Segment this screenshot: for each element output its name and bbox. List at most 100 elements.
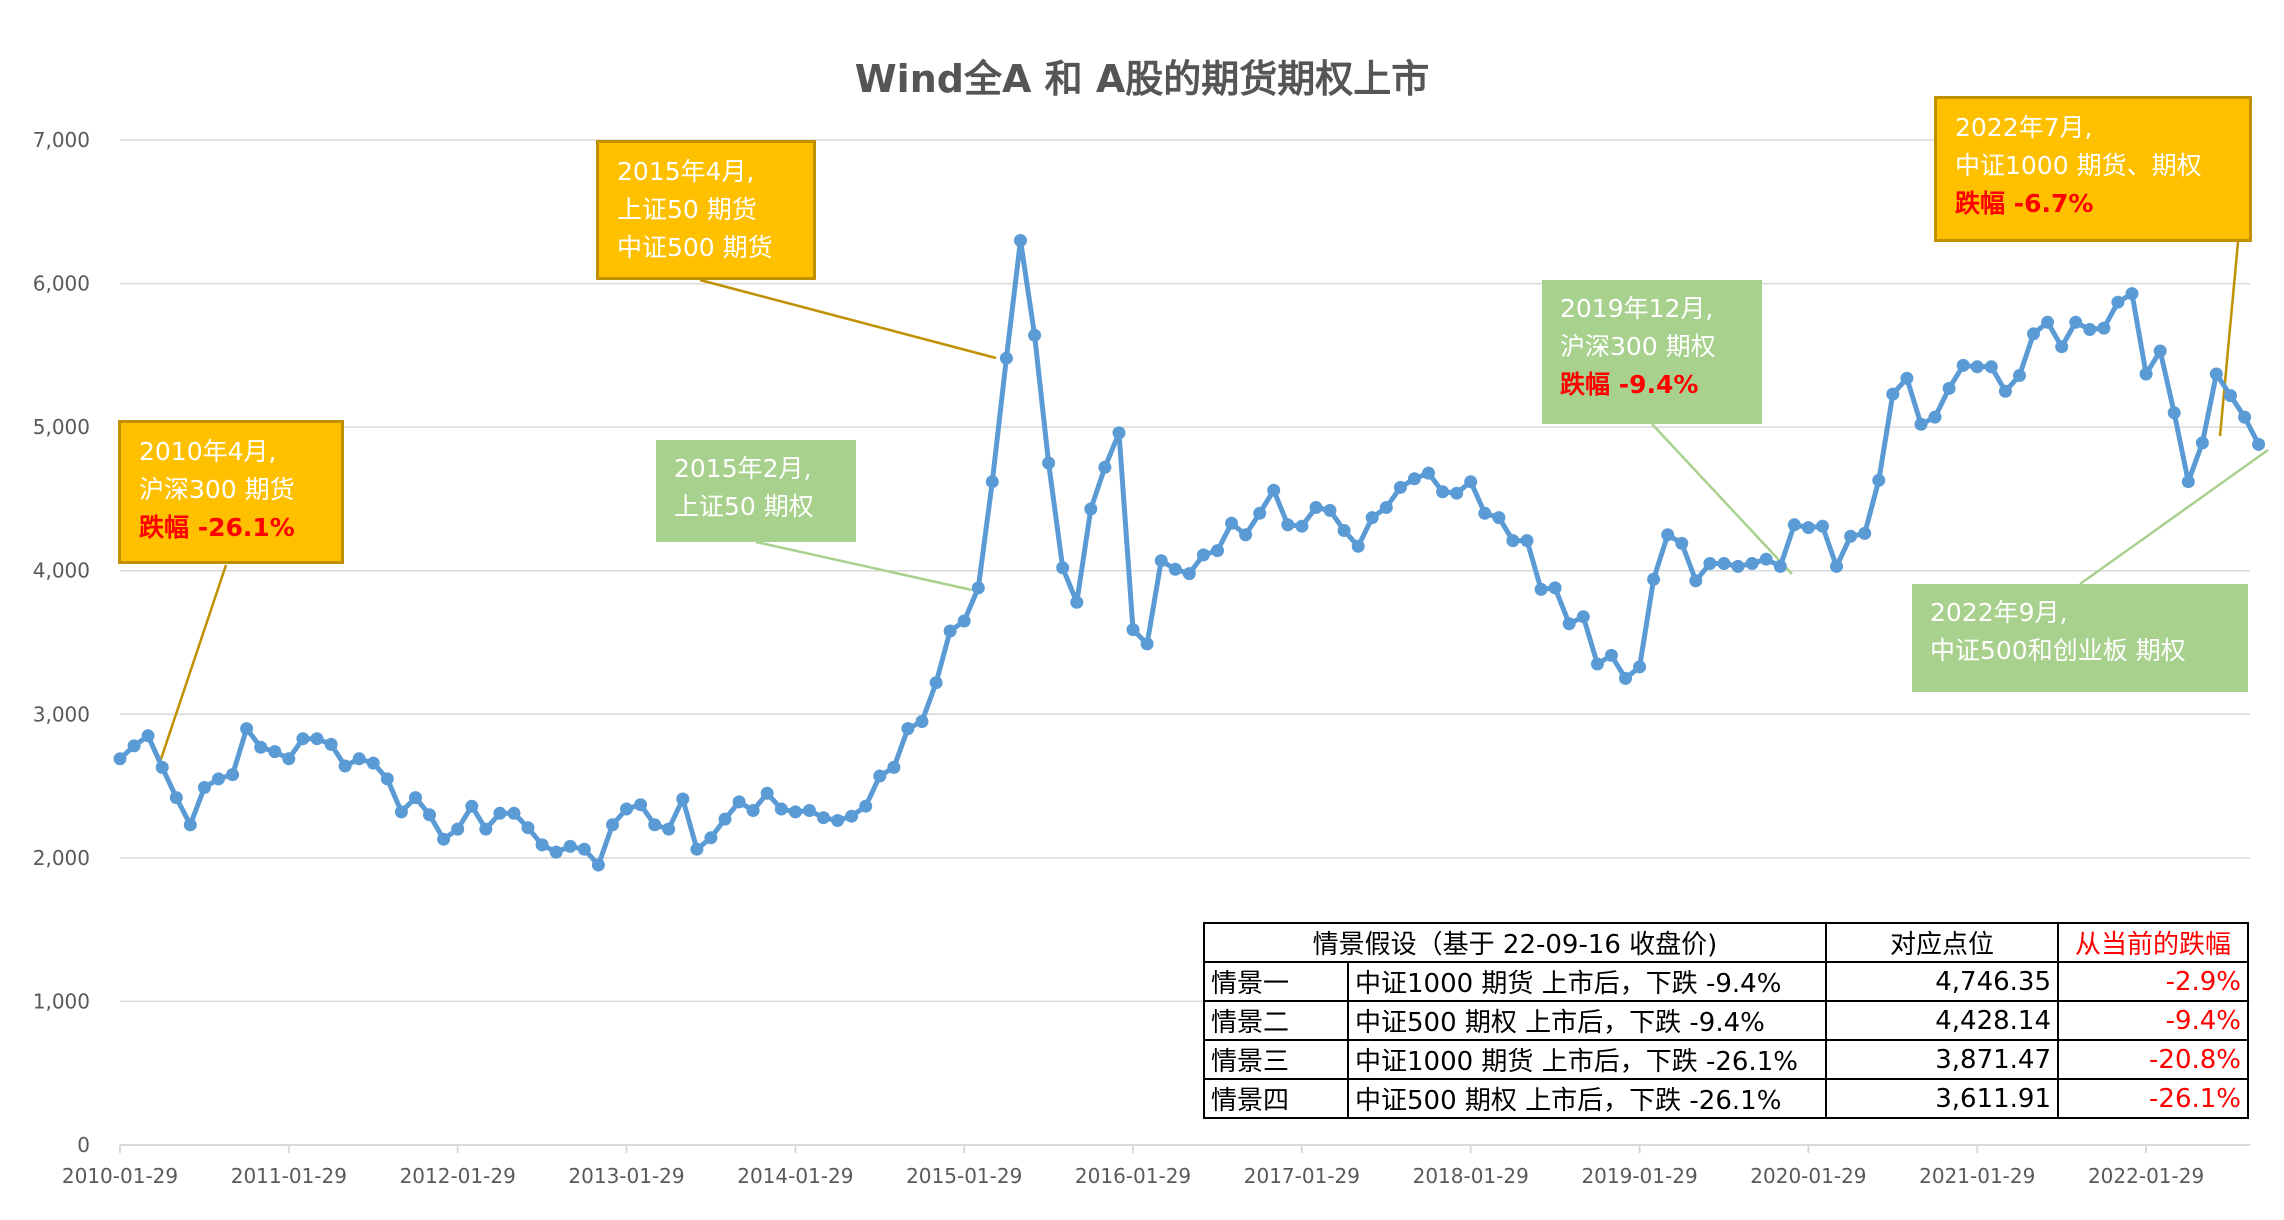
table-row: 情景三 中证1000 期货 上市后，下跌 -26.1% 3,871.47 -20… [1203, 1039, 2249, 1080]
data-point [535, 838, 549, 852]
data-point [1450, 486, 1464, 500]
data-point [2083, 323, 2097, 336]
data-point [240, 722, 254, 736]
data-point [1886, 387, 1900, 401]
data-point [1745, 557, 1759, 570]
annotation-leader-line [2218, 241, 2240, 437]
data-point [845, 809, 859, 823]
y-tick-label: 5,000 [33, 415, 90, 439]
data-point [409, 791, 422, 805]
chart-title: Wind全A 和 A股的期货期权上市 [854, 57, 1430, 101]
x-tick-label: 2019-01-29 [1581, 1164, 1697, 1188]
data-point [1914, 417, 1928, 431]
x-tick-label: 2021-01-29 [1919, 1164, 2035, 1188]
data-point [1351, 539, 1365, 553]
data-point [591, 858, 605, 872]
data-point [1928, 410, 1942, 424]
data-point [1604, 648, 1618, 662]
data-point [226, 768, 240, 782]
data-point [859, 799, 873, 813]
data-point [1422, 466, 1435, 480]
data-point [1014, 234, 1027, 247]
data-point [1872, 473, 1886, 487]
data-point [732, 795, 746, 809]
data-point [1590, 657, 1604, 671]
data-point [1168, 562, 1182, 576]
data-point [985, 475, 999, 489]
data-point [1070, 595, 1084, 609]
scenario-name: 情景二 [1203, 1000, 1349, 1041]
series-line [118, 238, 2261, 868]
annotation-2022-09: 2022年9月, 中证500和创业板 期权 [1912, 584, 2248, 692]
annotation-line: 沪深300 期货 [139, 475, 295, 504]
data-point [1773, 559, 1787, 573]
annotation-line: 沪深300 期权 [1560, 332, 1716, 361]
scenario-desc: 中证1000 期货 上市后，下跌 -26.1% [1347, 1039, 1827, 1080]
data-point [1267, 483, 1281, 497]
data-point [1520, 534, 1534, 548]
x-tick-label: 2012-01-29 [400, 1164, 516, 1188]
data-point [197, 781, 211, 794]
data-point [1689, 574, 1703, 588]
data-point [1309, 501, 1323, 514]
data-point [1295, 519, 1309, 533]
annotation-line: 2019年12月, [1560, 294, 1714, 323]
data-point [394, 805, 408, 819]
annotation-leader-line [755, 540, 973, 592]
data-point [1112, 426, 1126, 440]
data-point [1548, 581, 1562, 595]
data-point [1492, 511, 1506, 525]
data-point [282, 752, 296, 766]
y-tick-label: 0 [77, 1133, 90, 1157]
data-point [1787, 518, 1801, 532]
annotation-highlight: 跌幅 -6.7% [1955, 189, 2094, 218]
data-point [648, 818, 662, 832]
table-row: 情景一 中证1000 期货 上市后，下跌 -9.4% 4,746.35 -2.9… [1203, 961, 2249, 1002]
data-point [521, 821, 535, 835]
data-point [2069, 315, 2083, 329]
scenario-level: 4,746.35 [1825, 961, 2059, 1002]
table-row: 情景四 中证500 期权 上市后，下跌 -26.1% 3,611.91 -26.… [1203, 1078, 2249, 1119]
data-point [957, 614, 971, 628]
data-point [437, 832, 451, 846]
data-point [1900, 371, 1914, 385]
data-point [1731, 559, 1745, 573]
data-point [1154, 554, 1168, 568]
scenario-level: 4,428.14 [1825, 1000, 2059, 1041]
data-point [296, 732, 310, 746]
scenario-name: 情景四 [1203, 1078, 1349, 1119]
data-point [971, 581, 985, 595]
annotation-line: 中证500 期货 [617, 233, 773, 262]
table-row: 情景二 中证500 期权 上市后，下跌 -9.4% 4,428.14 -9.4% [1203, 1000, 2249, 1041]
data-point [451, 822, 465, 836]
data-point [1633, 660, 1647, 674]
data-point [2125, 287, 2139, 301]
data-point [169, 791, 183, 805]
annotation-line: 中证1000 期货、期权 [1955, 151, 2202, 180]
data-point [254, 740, 268, 754]
data-point [366, 756, 380, 770]
data-point [1126, 623, 1140, 637]
annotation-highlight: 跌幅 -26.1% [139, 513, 295, 542]
scenario-desc: 中证500 期权 上市后，下跌 -9.4% [1347, 1000, 1827, 1041]
data-point [1239, 528, 1253, 542]
data-point [831, 814, 845, 827]
data-point [746, 804, 760, 817]
data-point [2139, 367, 2153, 381]
data-point [1436, 485, 1450, 499]
table-header-row: 情景假设（基于 22-09-16 收盘价) 对应点位 从当前的跌幅 [1203, 922, 2249, 963]
data-point [1225, 516, 1238, 530]
scenario-name: 情景三 [1203, 1039, 1349, 1080]
data-point [1393, 480, 1407, 494]
data-point [212, 772, 225, 786]
data-point [268, 745, 282, 759]
data-point [1379, 501, 1393, 514]
data-point [2027, 327, 2040, 341]
x-tick-label: 2018-01-29 [1413, 1164, 1529, 1188]
scenario-drop: -26.1% [2057, 1078, 2249, 1119]
data-point [2181, 475, 2195, 489]
data-point [2252, 437, 2266, 451]
data-point [141, 729, 155, 743]
table-header-scenario: 情景假设（基于 22-09-16 收盘价) [1203, 922, 1827, 963]
data-point [352, 752, 366, 766]
